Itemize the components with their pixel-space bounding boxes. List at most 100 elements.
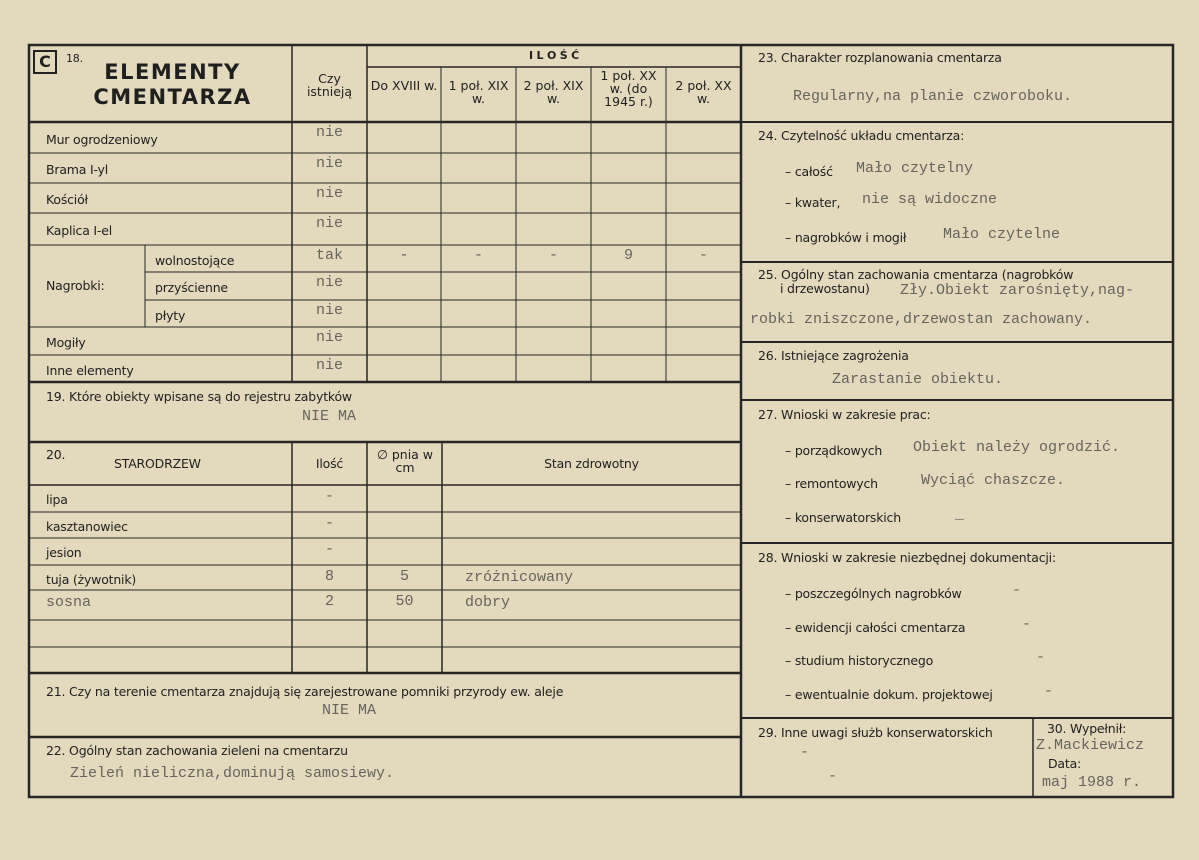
s24-label: 24. Czytelność układu cmentarza:: [758, 128, 965, 143]
period-header: 2 poł. XX w.: [675, 78, 732, 106]
s21-value[interactable]: NIE MA: [322, 702, 377, 719]
diameter-value[interactable]: 50: [395, 593, 414, 610]
item-label: – kwater,: [785, 195, 841, 210]
s25-value-line2[interactable]: robki zniszczone,drzewostan zachowany.: [750, 311, 1093, 328]
item-value[interactable]: -: [1012, 582, 1022, 599]
species-label[interactable]: sosna: [46, 594, 92, 611]
col-diameter-header: ∅ pnia w cm: [376, 447, 434, 475]
exists-value[interactable]: nie: [315, 357, 343, 374]
count-value[interactable]: -: [324, 515, 334, 532]
s20-number: 20.: [46, 447, 66, 462]
count-cell[interactable]: -: [548, 247, 558, 264]
s29-value-2[interactable]: -: [828, 768, 838, 785]
element-label: Kościół: [46, 192, 88, 207]
item-label: – studium historycznego: [785, 653, 934, 668]
item-label: – porządkowych: [785, 443, 883, 458]
s22-label: 22. Ogólny stan zachowania zieleni na cm…: [46, 743, 348, 758]
s18-number: 18.: [66, 52, 83, 65]
item-label: – remontowych: [785, 476, 878, 491]
element-label: wolnostojące: [155, 252, 235, 268]
element-label: Kaplica I-el: [46, 223, 112, 238]
s25-label-line2: i drzewostanu): [780, 281, 870, 296]
element-label: płyty: [155, 307, 186, 323]
count-value[interactable]: 8: [324, 568, 334, 585]
count-cell[interactable]: -: [473, 247, 483, 264]
col-count-header: Ilość: [315, 456, 344, 471]
item-value[interactable]: Wyciąć chaszcze.: [921, 472, 1066, 489]
s30-value[interactable]: Z.Mackiewicz: [1036, 737, 1145, 754]
item-value[interactable]: nie są widoczne: [862, 191, 998, 208]
exists-value[interactable]: nie: [315, 302, 343, 319]
count-cell[interactable]: 9: [623, 247, 633, 264]
count-value[interactable]: -: [324, 541, 334, 558]
element-label: Mogiły: [46, 335, 86, 350]
exists-value[interactable]: nie: [315, 329, 343, 346]
s26-label: 26. Istniejące zagrożenia: [758, 348, 909, 363]
s29-label: 29. Inne uwagi służb konserwatorskich: [758, 725, 993, 740]
s27-label: 27. Wnioski w zakresie prac:: [758, 407, 931, 422]
s18-title-line1: ELEMENTY: [104, 60, 241, 84]
count-cell[interactable]: -: [698, 247, 708, 264]
s30-label: 30. Wypełnił:: [1047, 721, 1127, 736]
count-cell[interactable]: -: [399, 247, 409, 264]
period-header: 2 poł. XIX w.: [523, 78, 584, 106]
item-value[interactable]: -: [1022, 616, 1032, 633]
s25-label-line1: 25. Ogólny stan zachowania cmentarza (na…: [758, 267, 1074, 282]
s25-value-line1[interactable]: Zły.Obiekt zarośnięty,nag-: [900, 282, 1135, 299]
item-label: – poszczególnych nagrobków: [785, 586, 962, 601]
s23-label: 23. Charakter rozplanowania cmentarza: [758, 50, 1002, 65]
section-letter-box: C: [33, 50, 57, 74]
s30-date-value[interactable]: maj 1988 r.: [1042, 774, 1142, 791]
period-header: 1 poł. XIX w.: [448, 78, 509, 106]
count-value[interactable]: 2: [324, 593, 334, 610]
s30-date-label: Data:: [1048, 756, 1082, 771]
item-value[interactable]: Mało czytelne: [943, 226, 1061, 243]
item-value[interactable]: _: [955, 506, 965, 523]
s22-value[interactable]: Zieleń nieliczna,dominują samosiewy.: [70, 765, 395, 782]
diameter-value[interactable]: 5: [399, 568, 409, 585]
exists-value[interactable]: nie: [315, 215, 343, 232]
period-header: Do XVIII w.: [370, 78, 438, 93]
s26-value[interactable]: Zarastanie obiektu.: [832, 371, 1004, 388]
exists-value[interactable]: tak: [315, 247, 343, 264]
s18-title: ELEMENTY CMENTARZA: [60, 60, 285, 110]
item-label: – konserwatorskich: [785, 510, 901, 525]
ilosc-header: I L O Ś Ć: [529, 49, 579, 62]
health-value[interactable]: dobry: [465, 594, 511, 611]
item-label: – nagrobków i mogił: [785, 230, 907, 245]
element-label: Inne elementy: [46, 362, 134, 378]
element-label: Brama I-yl: [46, 162, 109, 177]
item-value[interactable]: Mało czytelny: [856, 160, 974, 177]
health-value[interactable]: zróżnicowany: [465, 569, 574, 586]
species-label: lipa: [46, 492, 68, 507]
element-label: Mur ogrodzeniowy: [46, 131, 158, 147]
s29-value-1[interactable]: -: [800, 744, 810, 761]
col-health-header: Stan zdrowotny: [544, 456, 639, 471]
s19-value[interactable]: NIE MA: [302, 408, 357, 425]
nagrobki-label: Nagrobki:: [46, 278, 105, 293]
element-label: przyścienne: [155, 280, 228, 295]
s23-value[interactable]: Regularny,na planie czworoboku.: [793, 88, 1073, 105]
s19-label: 19. Które obiekty wpisane są do rejestru…: [46, 389, 352, 404]
exists-value[interactable]: nie: [315, 185, 343, 202]
item-label: – ewentualnie dokum. projektowej: [785, 687, 993, 702]
s18-title-line2: CMENTARZA: [93, 85, 252, 109]
item-label: – ewidencji całości cmentarza: [785, 620, 966, 635]
exists-value[interactable]: nie: [315, 274, 343, 291]
col-exists-header: Czy istnieją: [306, 71, 353, 99]
exists-value[interactable]: nie: [315, 155, 343, 172]
species-label: tuja (żywotnik): [46, 572, 137, 587]
count-value[interactable]: -: [324, 488, 334, 505]
s25-label: 25. Ogólny stan zachowania cmentarza (na…: [758, 268, 1073, 296]
item-value[interactable]: Obiekt należy ogrodzić.: [913, 439, 1121, 456]
period-header: 1 poł. XX w. (do 1945 r.): [600, 68, 657, 109]
item-label: – całość: [785, 164, 833, 179]
s28-label: 28. Wnioski w zakresie niezbędnej dokume…: [758, 550, 1056, 565]
item-value[interactable]: -: [1036, 649, 1046, 666]
s20-title: STARODRZEW: [114, 456, 201, 471]
exists-value[interactable]: nie: [315, 124, 343, 141]
s21-label: 21. Czy na terenie cmentarza znajdują si…: [46, 684, 564, 699]
item-value[interactable]: -: [1044, 683, 1054, 700]
species-label: kasztanowiec: [46, 519, 128, 534]
